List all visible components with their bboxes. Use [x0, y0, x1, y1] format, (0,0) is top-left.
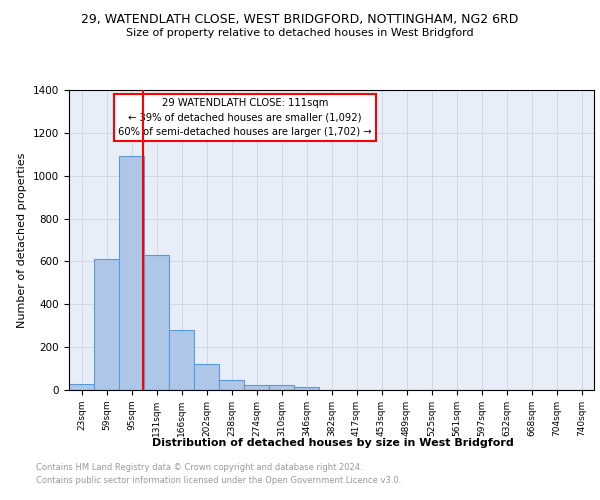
Text: Contains HM Land Registry data © Crown copyright and database right 2024.: Contains HM Land Registry data © Crown c… — [36, 464, 362, 472]
Bar — [269, 386, 293, 390]
Text: 29, WATENDLATH CLOSE, WEST BRIDGFORD, NOTTINGHAM, NG2 6RD: 29, WATENDLATH CLOSE, WEST BRIDGFORD, NO… — [82, 12, 518, 26]
Bar — [220, 380, 244, 390]
Text: Size of property relative to detached houses in West Bridgford: Size of property relative to detached ho… — [126, 28, 474, 38]
Bar — [94, 260, 119, 390]
Text: Distribution of detached houses by size in West Bridgford: Distribution of detached houses by size … — [152, 438, 514, 448]
Bar — [70, 384, 94, 390]
Bar — [194, 364, 218, 390]
Bar — [145, 255, 169, 390]
Bar — [169, 330, 194, 390]
Text: Contains public sector information licensed under the Open Government Licence v3: Contains public sector information licen… — [36, 476, 401, 485]
Bar — [119, 156, 143, 390]
Bar — [295, 388, 319, 390]
Bar — [244, 384, 269, 390]
Text: 29 WATENDLATH CLOSE: 111sqm
← 39% of detached houses are smaller (1,092)
60% of : 29 WATENDLATH CLOSE: 111sqm ← 39% of det… — [118, 98, 371, 137]
Y-axis label: Number of detached properties: Number of detached properties — [17, 152, 28, 328]
